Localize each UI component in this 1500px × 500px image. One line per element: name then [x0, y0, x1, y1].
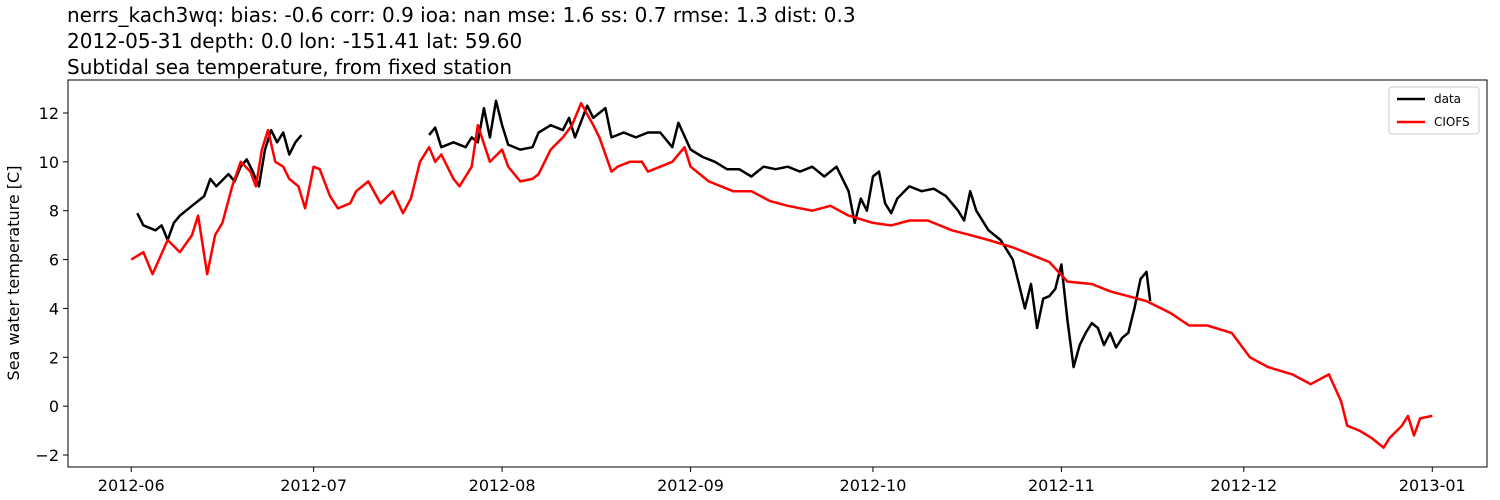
y-tick-label: 6: [49, 251, 59, 270]
y-axis-label: Sea water temperature [C]: [4, 166, 23, 381]
x-tick-label: 2012-09: [657, 476, 724, 495]
title-line: nerrs_kach3wq: bias: -0.6 corr: 0.9 ioa:…: [67, 3, 856, 27]
series-line: [130, 101, 1433, 449]
title-line: 2012-05-31 depth: 0.0 lon: -151.41 lat: …: [67, 29, 522, 53]
y-tick-label: 12: [39, 104, 59, 123]
y-tick-label: 8: [49, 202, 59, 221]
legend-label: CIOFS: [1434, 115, 1470, 129]
legend-label: data: [1434, 92, 1461, 106]
y-tick-label: 2: [49, 348, 59, 367]
x-tick-label: 2012-06: [98, 476, 165, 495]
y-tick-label: 4: [49, 299, 59, 318]
plot-frame: [67, 79, 1488, 468]
series-line: [136, 99, 1152, 369]
y-tick-label: 0: [49, 397, 59, 416]
y-tick-label: 10: [39, 153, 59, 172]
x-tick-label: 2012-12: [1210, 476, 1277, 495]
y-tick-label: −2: [35, 446, 59, 465]
x-tick-label: 2012-10: [840, 476, 907, 495]
x-tick-label: 2012-08: [469, 476, 536, 495]
x-tick-label: 2013-01: [1399, 476, 1466, 495]
title-line: Subtidal sea temperature, from fixed sta…: [67, 55, 512, 79]
x-tick-label: 2012-07: [280, 476, 347, 495]
x-tick-label: 2012-11: [1028, 476, 1095, 495]
